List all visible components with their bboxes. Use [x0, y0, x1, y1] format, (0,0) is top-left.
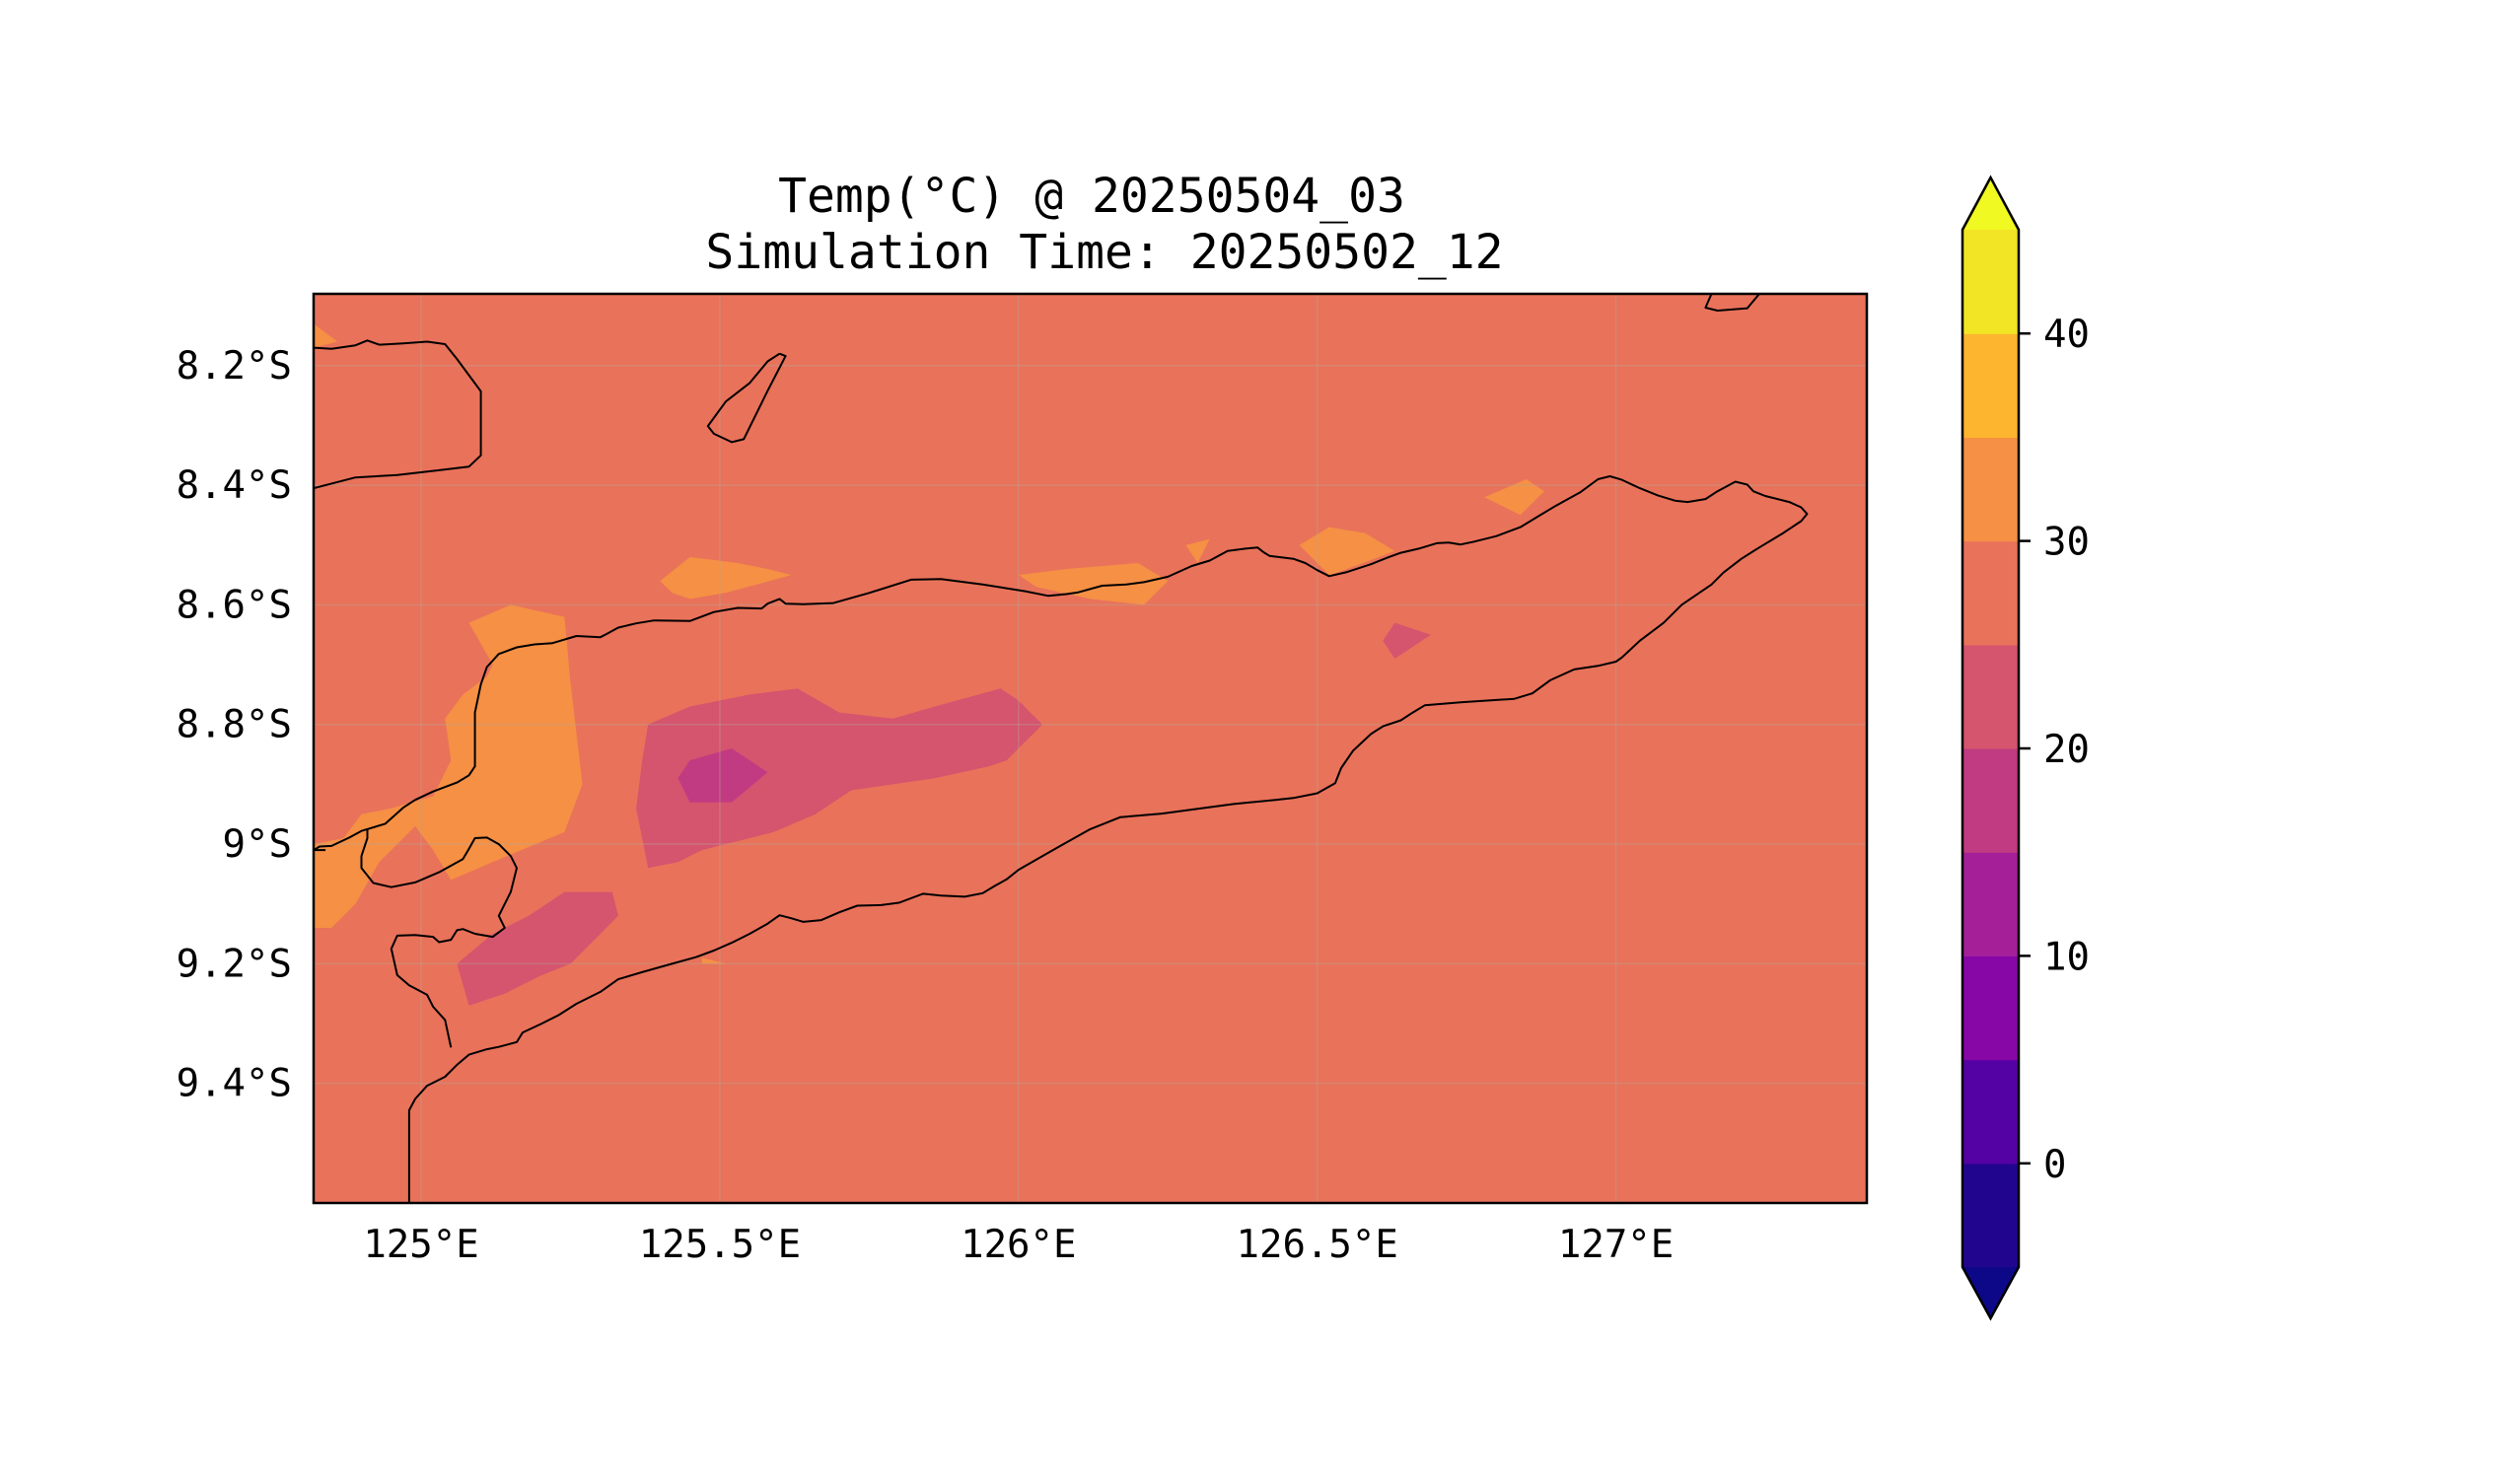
colorbar-tick-label: 20 — [2043, 728, 2090, 772]
colorbar-block — [1962, 852, 2019, 956]
colorbar-ticks: 0 10 20 30 40 — [2019, 313, 2090, 1187]
colorbar-block — [1962, 230, 2019, 334]
chart-subtitle: Simulation Time: 20250502_12 — [705, 225, 1503, 280]
coastline — [1704, 294, 1760, 312]
chart-title: Temp(°C) @ 20250504_03 — [778, 169, 1405, 224]
y-tick-label: 9.4°S — [177, 1062, 292, 1106]
map-gridlines — [314, 294, 1867, 1203]
y-axis-ticks: 8.2°S 8.4°S 8.6°S 8.8°S 9°S 9.2°S 9.4°S — [177, 344, 292, 1106]
contour-region-4 — [1185, 538, 1210, 563]
colorbar-block — [1962, 333, 2019, 438]
y-tick-label: 8.8°S — [177, 703, 292, 747]
contour-region-6 — [1484, 479, 1544, 516]
contour-region-9 — [457, 891, 618, 1006]
colorbar-block — [1962, 644, 2019, 749]
contour-region-0 — [314, 323, 338, 348]
x-tick-label: 126.5°E — [1237, 1223, 1398, 1267]
y-tick-label: 8.2°S — [177, 344, 292, 389]
colorbar-block — [1962, 748, 2019, 853]
colorbar-tick-label: 30 — [2043, 521, 2090, 565]
colorbar-block — [1962, 437, 2019, 542]
colorbar-tick-label: 10 — [2043, 935, 2090, 979]
x-tick-label: 126°E — [961, 1223, 1076, 1267]
y-tick-label: 9°S — [223, 822, 292, 867]
x-axis-ticks: 125°E 125.5°E 126°E 126.5°E 127°E — [363, 1223, 1674, 1267]
colorbar-blocks — [1962, 230, 2019, 1268]
contour-region-1 — [314, 604, 583, 928]
x-tick-label: 125.5°E — [639, 1223, 801, 1267]
colorbar-block — [1962, 955, 2019, 1061]
x-tick-label: 125°E — [363, 1223, 478, 1267]
contour-region-10 — [1383, 622, 1431, 659]
colorbar-block — [1962, 1163, 2019, 1268]
x-tick-label: 127°E — [1558, 1223, 1674, 1267]
colorbar-block — [1962, 1059, 2019, 1165]
colorbar-tick-label: 0 — [2043, 1143, 2066, 1187]
colorbar: 0 10 20 30 40 — [1961, 175, 2090, 1321]
contour-region-8 — [636, 688, 1042, 869]
colorbar-block — [1962, 540, 2019, 646]
colorbar-under-arrow — [1962, 1267, 2019, 1318]
coastline — [706, 352, 787, 444]
contour-region-11 — [677, 748, 768, 803]
contour-region-5 — [1299, 527, 1395, 576]
contour-regions — [314, 323, 1544, 1006]
coastline — [390, 928, 475, 1048]
colorbar-outline — [1961, 175, 2021, 1321]
coastline — [360, 829, 518, 939]
colorbar-over-arrow — [1962, 177, 2019, 230]
coastline — [314, 339, 482, 490]
contour-region-3 — [1018, 563, 1169, 605]
colorbar-tick-label: 40 — [2043, 313, 2090, 357]
coastlines — [314, 294, 1809, 1203]
y-tick-label: 8.6°S — [177, 583, 292, 627]
y-tick-label: 9.2°S — [177, 942, 292, 986]
map-plot-area — [312, 292, 1869, 1205]
contour-region-2 — [660, 556, 792, 600]
coastline — [314, 475, 1809, 1203]
y-tick-label: 8.4°S — [177, 463, 292, 508]
map-frame — [312, 292, 1869, 1205]
contour-region-7 — [701, 957, 726, 964]
